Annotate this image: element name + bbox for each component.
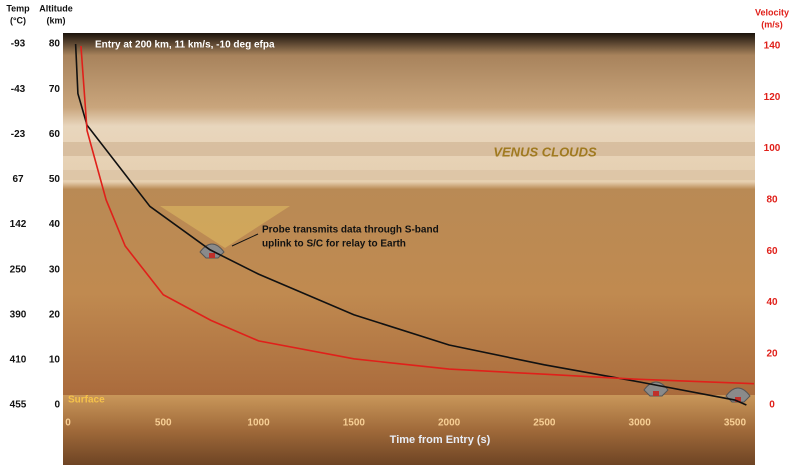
- chart-title: Entry at 200 km, 11 km/s, -10 deg efpa: [95, 40, 275, 51]
- y2-tick-label: 40: [766, 297, 778, 308]
- data-line: [80, 45, 755, 385]
- cloud-band: [63, 142, 755, 156]
- y2-tick-label: 80: [766, 194, 778, 205]
- beam: [160, 206, 290, 248]
- y2-tick-label: 140: [764, 41, 781, 52]
- clouds-label: VENUS CLOUDS: [493, 144, 597, 159]
- y2-tick-label: 120: [764, 92, 781, 103]
- y-tick-label: 50: [49, 174, 61, 185]
- x-tick-label: 2500: [533, 418, 556, 429]
- y-tick-label: 0: [54, 400, 60, 411]
- temp-label: 390: [10, 309, 27, 320]
- y2-axis-title: Velocity: [755, 7, 789, 17]
- temp-axis-title: Temp: [6, 3, 30, 13]
- probe-icon: [725, 387, 751, 403]
- x-tick-label: 3000: [629, 418, 652, 429]
- x-tick-label: 2000: [438, 418, 461, 429]
- x-tick-label: 0: [65, 418, 71, 429]
- surface: [63, 395, 755, 465]
- x-axis-title: Time from Entry (s): [390, 434, 491, 446]
- y2-tick-label: 60: [766, 246, 778, 257]
- temp-label: -43: [11, 84, 26, 95]
- surface-label: Surface: [68, 395, 105, 406]
- y-tick-label: 70: [49, 84, 61, 95]
- y2-tick-label: 100: [764, 143, 781, 154]
- temp-label: 455: [10, 400, 27, 411]
- temp-label: 250: [10, 264, 27, 275]
- x-tick-label: 500: [155, 418, 172, 429]
- annotation: uplink to S/C for relay to Earth: [262, 239, 406, 250]
- y-tick-label: 30: [49, 264, 61, 275]
- temp-label: 410: [10, 355, 27, 366]
- cloud-band: [63, 170, 755, 180]
- annotation-arrow: [231, 233, 259, 247]
- x-tick-label: 3500: [724, 418, 747, 429]
- temp-label: -23: [11, 129, 26, 140]
- y-axis-title: Altitude: [39, 3, 73, 13]
- temp-label: -93: [11, 39, 26, 50]
- background: [63, 33, 755, 405]
- y-tick-label: 80: [49, 39, 61, 50]
- x-tick-label: 1500: [343, 418, 366, 429]
- y-tick-label: 60: [49, 129, 61, 140]
- temp-label: 142: [10, 219, 27, 230]
- y2-tick-label: 20: [766, 348, 778, 359]
- y2-tick-label: 0: [769, 400, 775, 411]
- y-axis-title: (km): [46, 15, 65, 25]
- y-tick-label: 40: [49, 219, 61, 230]
- x-tick-label: 1000: [247, 418, 270, 429]
- temp-axis-title: (°C): [10, 15, 26, 25]
- y-tick-label: 20: [49, 309, 61, 320]
- annotation: Probe transmits data through S-band: [262, 225, 439, 236]
- y2-axis-title: (m/s): [761, 19, 783, 29]
- y-tick-label: 10: [49, 355, 61, 366]
- temp-label: 67: [12, 174, 24, 185]
